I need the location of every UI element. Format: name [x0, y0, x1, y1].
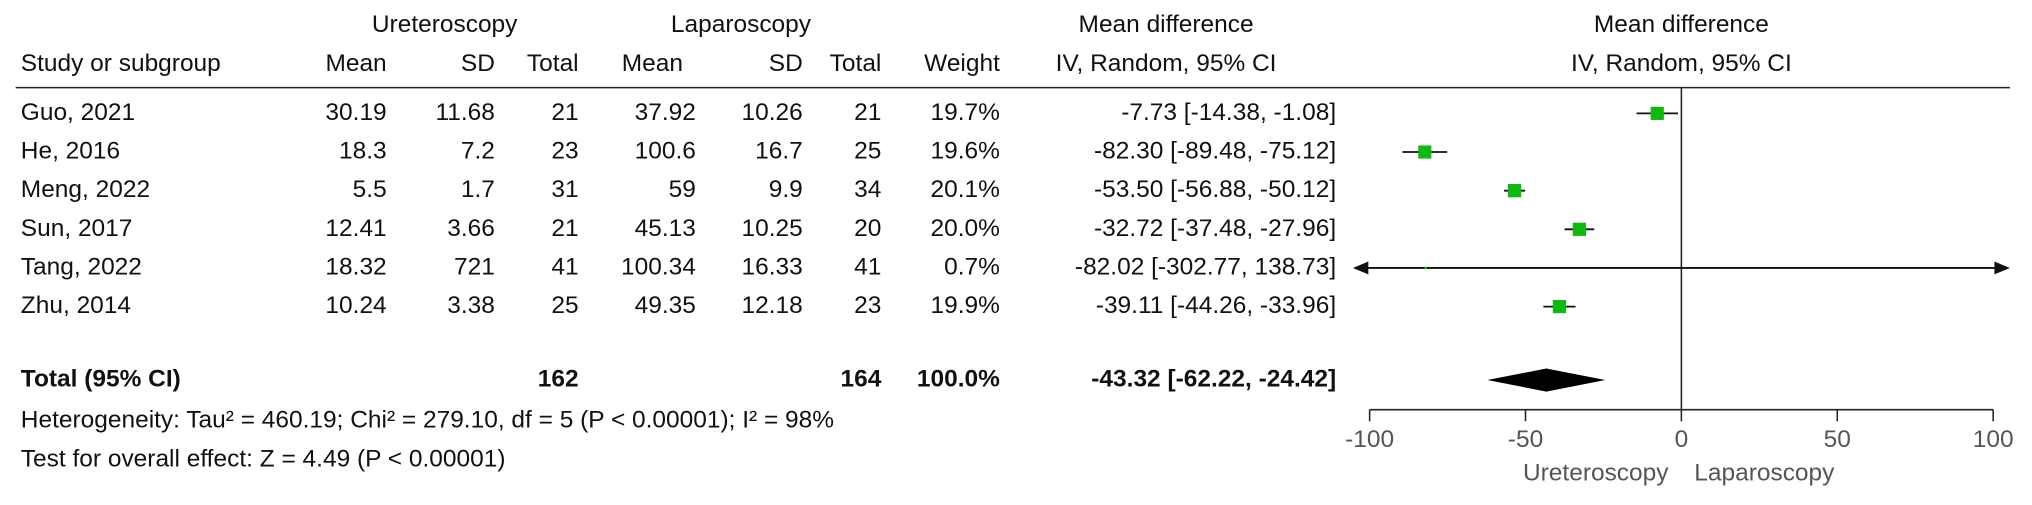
cell: 12.18: [742, 292, 803, 319]
effect-estimate: -32.72 [-37.48, -27.96]: [1094, 215, 1336, 242]
column-header: Total: [830, 50, 882, 77]
cell: 37.92: [635, 99, 696, 126]
cell: 100.34: [621, 253, 696, 280]
x-tick-label: -50: [1508, 426, 1543, 453]
cell: 11.68: [435, 99, 494, 126]
favours-label: Laparoscopy: [1694, 460, 1835, 487]
point-estimate: [1418, 145, 1432, 159]
point-estimate: [1424, 266, 1427, 270]
favours-label: Ureteroscopy: [1523, 460, 1669, 487]
effect-estimate: -82.02 [-302.77, 138.73]: [1075, 253, 1336, 280]
cell: 3.66: [447, 215, 495, 242]
x-tick-label: -100: [1345, 426, 1394, 453]
study-name: Zhu, 2014: [21, 292, 131, 319]
cell: 100.6: [635, 137, 696, 164]
column-header: SD: [461, 50, 495, 77]
point-estimate: [1650, 106, 1664, 120]
point-estimate: [1552, 299, 1567, 314]
cell: 34: [854, 176, 881, 203]
cell: 23: [854, 292, 881, 319]
group-header: Laparoscopy: [671, 11, 812, 38]
total-label: Total (95% CI): [21, 366, 181, 393]
total-weight: 100.0%: [917, 366, 1000, 393]
point-estimate: [1572, 222, 1587, 236]
cell: 45.13: [635, 215, 696, 242]
column-header: IV, Random, 95% CI: [1056, 50, 1277, 77]
cell: 10.26: [742, 99, 803, 126]
overall-effect: Test for overall effect: Z = 4.49 (P < 0…: [21, 445, 506, 472]
pooled-diamond: [1487, 368, 1606, 392]
cell: 10.24: [325, 292, 386, 319]
cell: 20: [854, 215, 881, 242]
column-header: IV, Random, 95% CI: [1571, 50, 1792, 77]
weight: 20.1%: [931, 176, 1000, 203]
study-name: He, 2016: [21, 137, 120, 164]
cell: 25: [551, 292, 578, 319]
effect-estimate: -39.11 [-44.26, -33.96]: [1096, 292, 1336, 319]
x-tick-label: 0: [1675, 426, 1689, 453]
study-name: Sun, 2017: [21, 215, 133, 242]
total-effect: -43.32 [-62.22, -24.42]: [1091, 366, 1336, 393]
cell: 18.32: [325, 253, 386, 280]
column-header: Mean: [325, 50, 386, 77]
cell: 41: [854, 253, 881, 280]
cell: 5.5: [353, 176, 387, 203]
weight: 19.7%: [931, 99, 1000, 126]
cell: 30.19: [325, 99, 386, 126]
cell: 21: [551, 99, 578, 126]
column-header: Total: [527, 50, 579, 77]
total-cell: 164: [841, 366, 882, 393]
cell: 16.33: [742, 253, 803, 280]
column-header: SD: [769, 50, 803, 77]
column-header: Mean: [622, 50, 683, 77]
cell: 23: [551, 137, 578, 164]
cell: 10.25: [742, 215, 803, 242]
group-header: Ureteroscopy: [372, 11, 518, 38]
group-header: Mean difference: [1594, 11, 1769, 38]
ci-arrow: [1994, 261, 2010, 275]
weight: 0.7%: [944, 253, 1000, 280]
column-header: Study or subgroup: [21, 50, 221, 77]
study-name: Tang, 2022: [21, 253, 142, 280]
cell: 1.7: [461, 176, 495, 203]
weight: 19.9%: [931, 292, 1000, 319]
weight: 19.6%: [931, 137, 1000, 164]
cell: 59: [669, 176, 696, 203]
effect-estimate: -82.30 [-89.48, -75.12]: [1094, 137, 1336, 164]
cell: 49.35: [635, 292, 696, 319]
cell: 21: [854, 99, 881, 126]
point-estimate: [1507, 184, 1522, 198]
ci-arrow: [1352, 261, 1369, 275]
cell: 7.2: [461, 137, 495, 164]
cell: 21: [551, 215, 578, 242]
effect-estimate: -7.73 [-14.38, -1.08]: [1121, 99, 1336, 126]
cell: 18.3: [339, 137, 387, 164]
total-cell: 162: [538, 366, 579, 393]
cell: 25: [854, 137, 881, 164]
study-name: Guo, 2021: [21, 99, 135, 126]
group-header: Mean difference: [1079, 11, 1254, 38]
cell: 721: [454, 253, 495, 280]
cell: 3.38: [447, 292, 495, 319]
cell: 41: [551, 253, 578, 280]
weight: 20.0%: [931, 215, 1000, 242]
column-header: Weight: [924, 50, 1000, 77]
x-tick-label: 50: [1824, 426, 1851, 453]
study-name: Meng, 2022: [21, 176, 150, 203]
cell: 12.41: [325, 215, 386, 242]
cell: 9.9: [769, 176, 803, 203]
effect-estimate: -53.50 [-56.88, -50.12]: [1094, 176, 1336, 203]
cell: 31: [551, 176, 578, 203]
heterogeneity: Heterogeneity: Tau² = 460.19; Chi² = 279…: [21, 407, 834, 434]
cell: 16.7: [755, 137, 803, 164]
x-tick-label: 100: [1973, 426, 2014, 453]
